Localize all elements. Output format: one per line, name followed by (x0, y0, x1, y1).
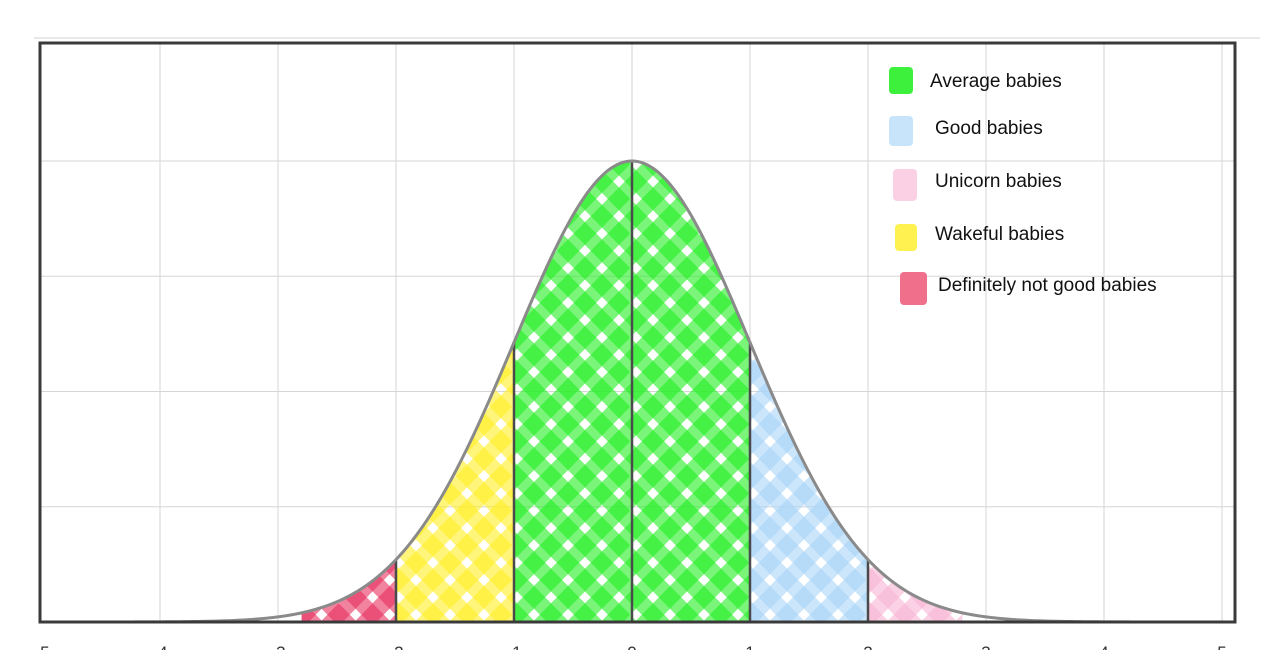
legend-item: Average babies (889, 67, 1062, 94)
x-tick-label: 1 (745, 643, 754, 650)
x-tick-label: 2 (863, 643, 872, 650)
region-hatch (514, 161, 750, 622)
legend-label: Unicorn babies (935, 171, 1062, 192)
x-tick-label: -2 (388, 643, 403, 650)
x-tick-label: -5 (34, 643, 49, 650)
normal-curve (42, 159, 1222, 624)
x-tick-label: -1 (506, 643, 521, 650)
x-tick-label: 4 (1099, 643, 1108, 650)
legend-swatch (889, 116, 913, 146)
x-tick-label: -4 (152, 643, 167, 650)
legend-swatch (889, 67, 913, 94)
x-axis-ticks: -5 -4 -3 -2 -1 0 1 2 3 4 5 (34, 643, 1226, 650)
legend-item: Good babies (889, 116, 1043, 146)
legend-item: Wakeful babies (895, 224, 1064, 251)
x-tick-label: 0 (627, 643, 636, 650)
region-average-babies (514, 161, 750, 622)
x-tick-label: 3 (981, 643, 990, 650)
legend-label: Definitely not good babies (938, 275, 1157, 296)
x-tick-label: 5 (1217, 643, 1226, 650)
region-dividers (394, 161, 870, 622)
legend-swatch (895, 224, 917, 251)
legend-swatch (893, 169, 917, 201)
legend-item: Definitely not good babies (900, 272, 1157, 305)
legend-label: Good babies (935, 118, 1043, 139)
legend-swatch (900, 272, 927, 305)
x-tick-label: -3 (270, 643, 285, 650)
legend-label: Wakeful babies (935, 224, 1064, 245)
legend-label: Average babies (930, 71, 1062, 92)
legend: Average babies Good babies Unicorn babies W… (889, 67, 1157, 305)
legend-item: Unicorn babies (893, 169, 1062, 201)
shaded-regions (301, 161, 963, 622)
plot-frame (38, 41, 1237, 624)
